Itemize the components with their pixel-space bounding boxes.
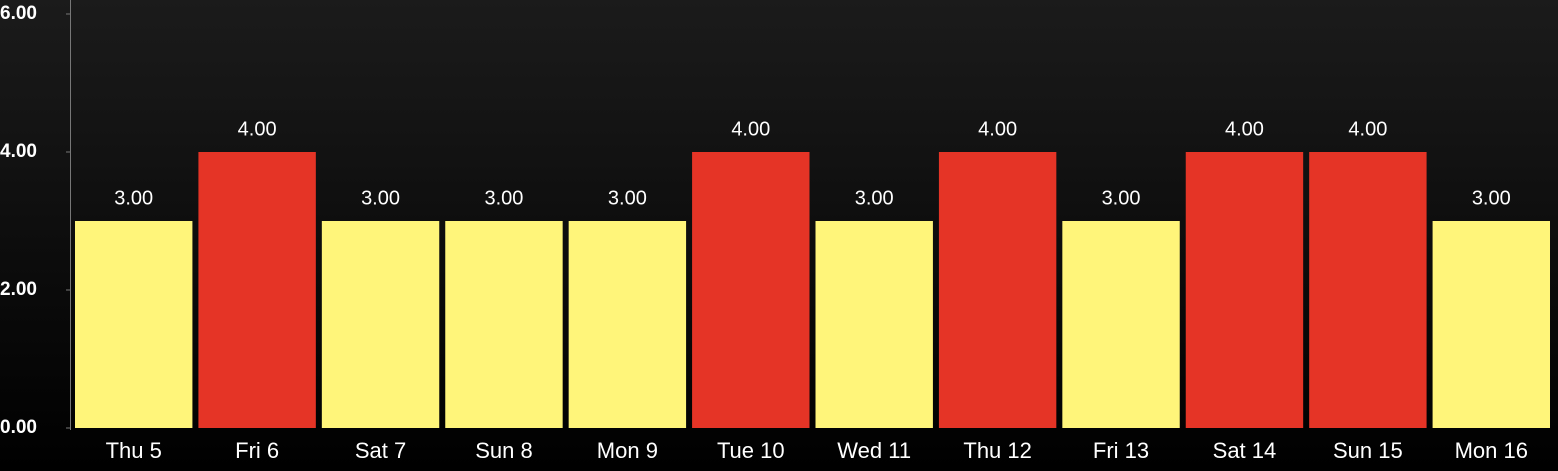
x-tick-label: Thu 5 [106,438,162,463]
value-label: 4.00 [1225,118,1264,140]
bar [1309,152,1427,428]
value-label: 3.00 [1472,187,1511,209]
y-tick-label: 0.00 [0,417,37,438]
bar [815,221,933,428]
bar [1185,152,1304,428]
bar [198,152,316,428]
x-tick-label: Thu 12 [963,438,1032,463]
value-label: 3.00 [114,187,153,209]
x-tick-label: Mon 9 [597,438,658,463]
value-label: 4.00 [1348,118,1387,140]
bar [321,221,440,428]
value-label: 3.00 [1102,187,1141,209]
value-label: 4.00 [731,118,770,140]
bar [692,152,810,428]
bar [938,152,1057,428]
value-label: 3.00 [608,187,647,209]
x-tick-label: Sun 8 [475,438,533,463]
bar [445,221,563,428]
x-tick-label: Fri 6 [235,438,279,463]
x-tick-label: Tue 10 [717,438,785,463]
value-label: 3.00 [855,187,894,209]
bar [1062,221,1180,428]
y-tick-label: 2.00 [0,279,37,300]
value-label: 4.00 [978,118,1017,140]
y-tick-label: 4.00 [0,141,37,162]
x-tick-label: Sun 15 [1333,438,1403,463]
bar [568,221,687,428]
bar [75,221,193,428]
value-label: 3.00 [361,187,400,209]
x-tick-label: Fri 13 [1093,438,1149,463]
value-label: 4.00 [238,118,277,140]
bar [1432,221,1550,428]
x-tick-label: Sat 7 [355,438,406,463]
x-tick-label: Mon 16 [1455,438,1528,463]
value-label: 3.00 [484,187,523,209]
x-tick-label: Sat 14 [1213,438,1277,463]
x-tick-label: Wed 11 [837,438,911,463]
y-tick-label: 6.00 [0,3,37,24]
